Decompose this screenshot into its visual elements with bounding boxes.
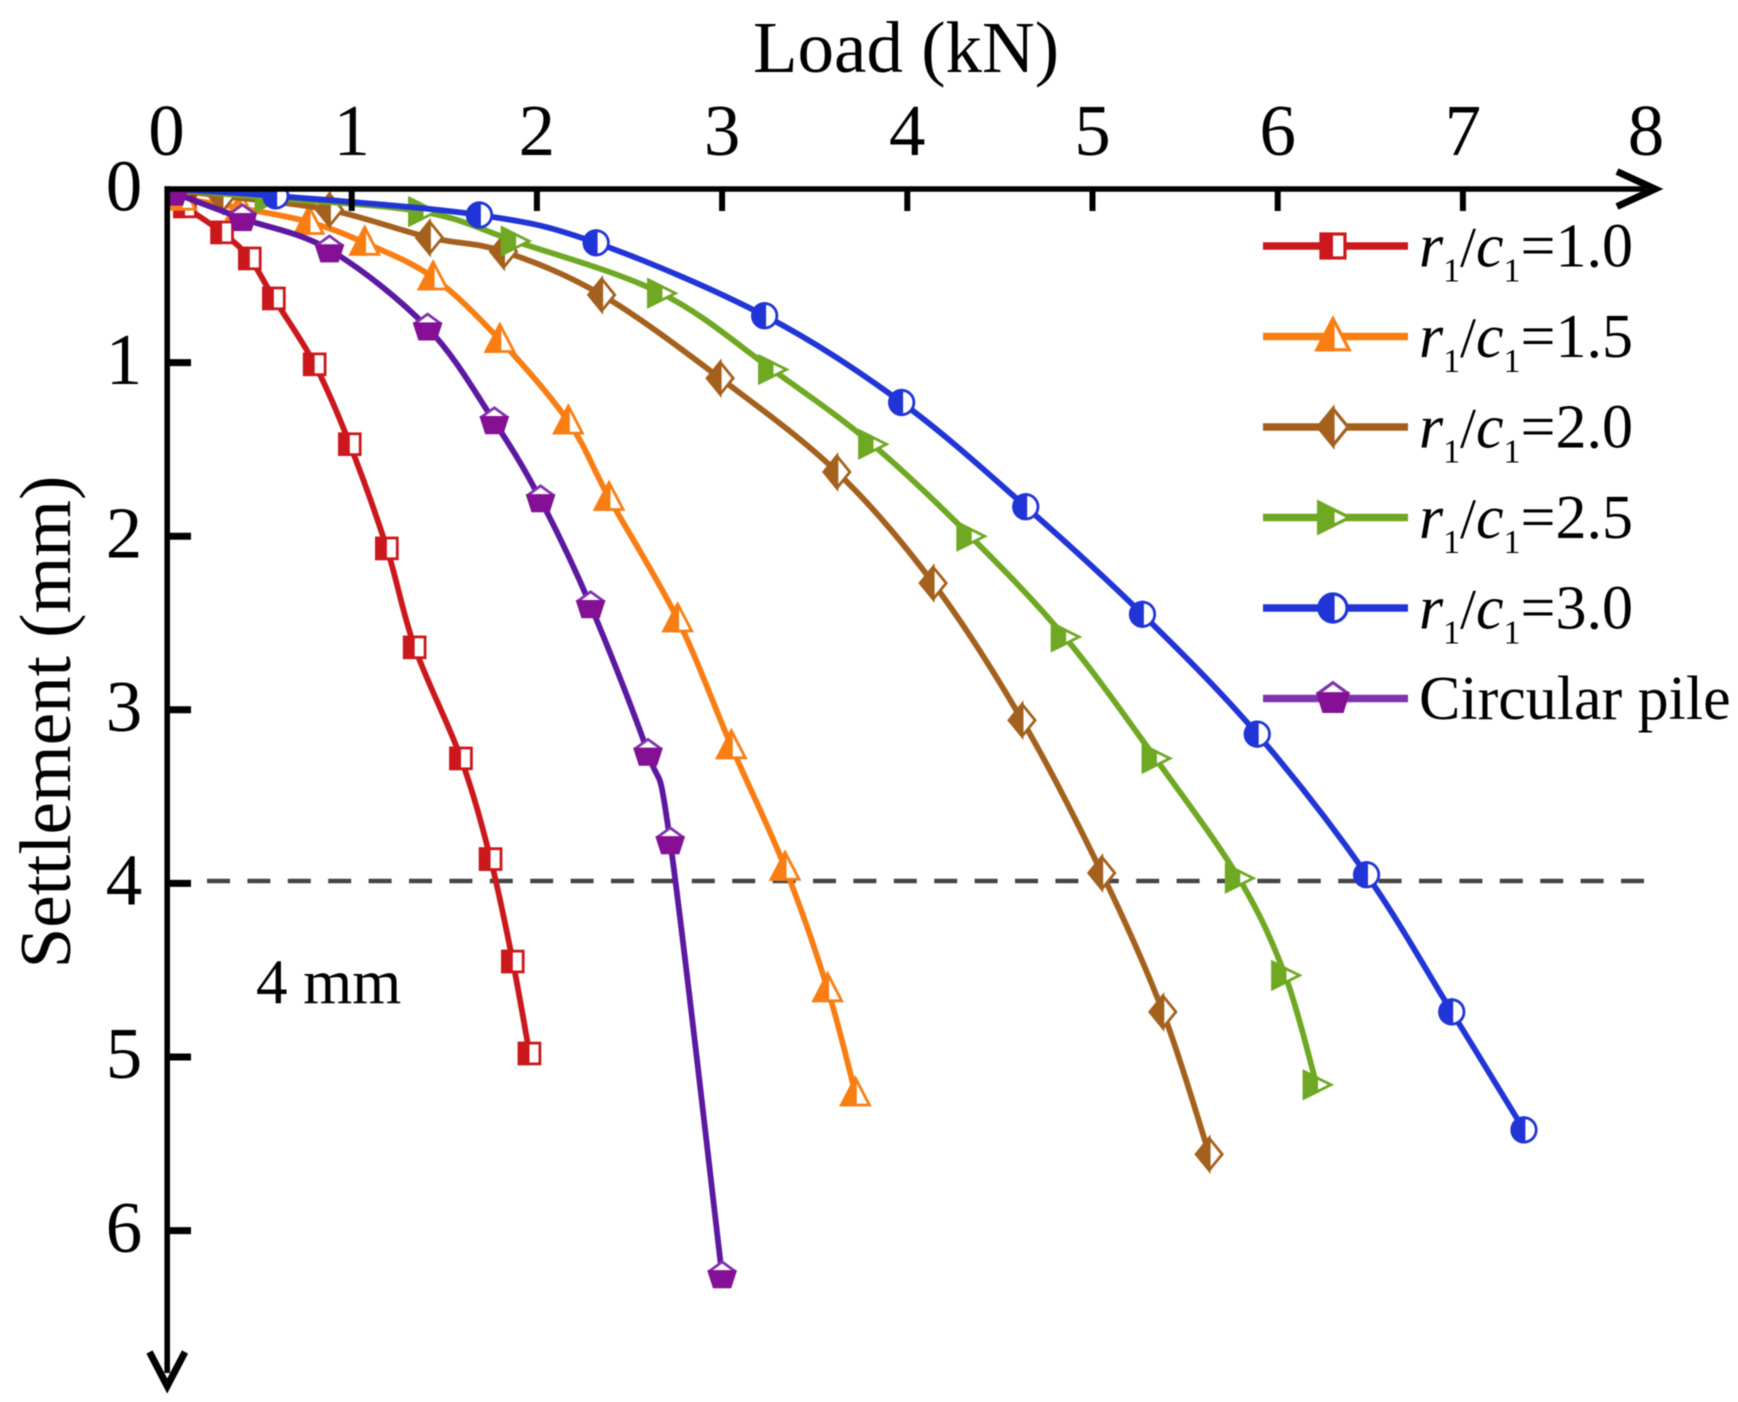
- svg-text:1: 1: [106, 319, 143, 400]
- svg-text:4: 4: [106, 840, 143, 921]
- svg-text:2: 2: [519, 90, 556, 171]
- svg-text:r1/c1=1.0: r1/c1=1.0: [1419, 213, 1633, 290]
- svg-text:Load (kN): Load (kN): [753, 7, 1059, 88]
- svg-text:r1/c1=1.5: r1/c1=1.5: [1419, 303, 1633, 380]
- svg-text:3: 3: [704, 90, 741, 171]
- svg-text:6: 6: [1259, 90, 1296, 171]
- svg-text:2: 2: [106, 492, 143, 573]
- svg-text:4: 4: [889, 90, 926, 171]
- svg-text:1: 1: [333, 90, 370, 171]
- svg-text:5: 5: [106, 1013, 143, 1094]
- svg-text:0: 0: [106, 146, 143, 227]
- svg-text:7: 7: [1445, 90, 1482, 171]
- svg-text:4 mm: 4 mm: [256, 947, 401, 1017]
- svg-text:0: 0: [148, 90, 185, 171]
- svg-text:Circular pile: Circular pile: [1419, 665, 1731, 733]
- svg-text:3: 3: [106, 666, 143, 747]
- svg-text:8: 8: [1628, 90, 1665, 171]
- svg-text:r1/c1=3.0: r1/c1=3.0: [1419, 575, 1633, 652]
- svg-text:Settlement (mm): Settlement (mm): [5, 476, 86, 969]
- svg-text:r1/c1=2.5: r1/c1=2.5: [1419, 484, 1633, 561]
- svg-text:6: 6: [106, 1187, 143, 1268]
- svg-text:r1/c1=2.0: r1/c1=2.0: [1419, 394, 1633, 471]
- svg-text:5: 5: [1074, 90, 1111, 171]
